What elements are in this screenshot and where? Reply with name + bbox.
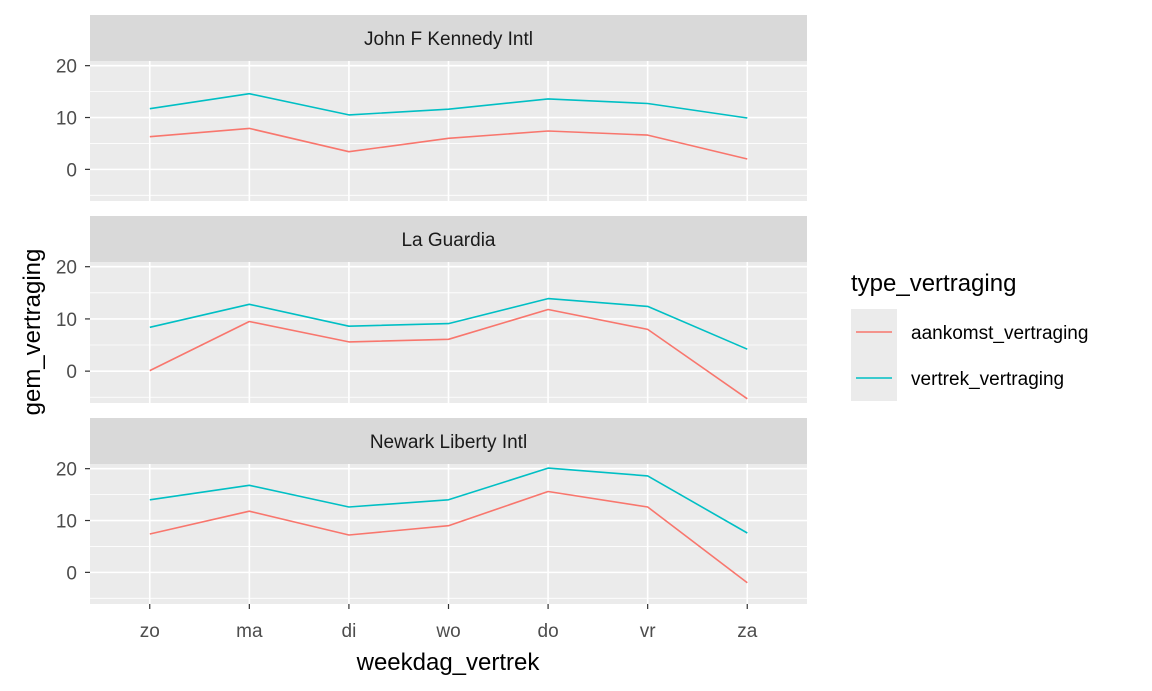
series-line-aankomst-vertraging [149, 308, 748, 400]
x-tick-label: do [538, 621, 559, 642]
series-line-aankomst-vertraging [149, 490, 748, 584]
x-axis-title: weekdag_vertrek [356, 649, 541, 676]
facet-panel: Newark Liberty Intl 0 10 20 [56, 418, 807, 604]
y-tick-label: 10 [56, 109, 77, 130]
y-tick-label: 0 [66, 563, 77, 584]
legend-entries: aankomst_vertraging vertrek_vertraging [851, 309, 1088, 401]
y-tick-label: 0 [66, 362, 77, 383]
x-tick-label: za [737, 621, 758, 642]
series-line-aankomst-vertraging [149, 127, 748, 160]
facet-panel: John F Kennedy Intl 0 10 20 [56, 15, 807, 201]
facet-panel: La Guardia 0 10 20 [56, 216, 807, 403]
legend-entry: vertrek_vertraging [851, 355, 1064, 401]
legend-label: vertrek_vertraging [911, 369, 1064, 390]
series-line-vertrek-vertraging [149, 467, 748, 534]
legend: type_vertraging aankomst_vertragingvertr… [851, 270, 1088, 401]
series-line-vertrek-vertraging [149, 92, 748, 119]
facet-strip-title: John F Kennedy Intl [364, 29, 533, 50]
legend-label: aankomst_vertraging [911, 323, 1088, 344]
x-tick-label: di [342, 621, 357, 642]
facet-strip-title: Newark Liberty Intl [370, 432, 527, 453]
y-tick-label: 20 [56, 258, 77, 279]
y-tick-label: 0 [66, 160, 77, 181]
y-tick-label: 20 [56, 460, 77, 481]
x-tick-label: vr [640, 621, 657, 642]
y-tick-label: 10 [56, 310, 77, 331]
y-tick-label: 10 [56, 512, 77, 533]
x-tick-label: wo [435, 621, 460, 642]
facet-strip [90, 418, 807, 464]
facet-strip-title: La Guardia [401, 230, 495, 251]
x-tick-label: zo [140, 621, 160, 642]
y-tick-label: 20 [56, 57, 77, 78]
facet-strip [90, 216, 807, 262]
legend-entry: aankomst_vertraging [851, 309, 1088, 355]
y-axis-title: gem_vertraging [19, 249, 46, 416]
x-axis-ticks: zo ma di wo do vr za [140, 604, 758, 642]
legend-title: type_vertraging [851, 270, 1016, 297]
facet-strip [90, 15, 807, 61]
x-tick-label: ma [236, 621, 263, 642]
series-line-vertrek-vertraging [149, 297, 748, 350]
